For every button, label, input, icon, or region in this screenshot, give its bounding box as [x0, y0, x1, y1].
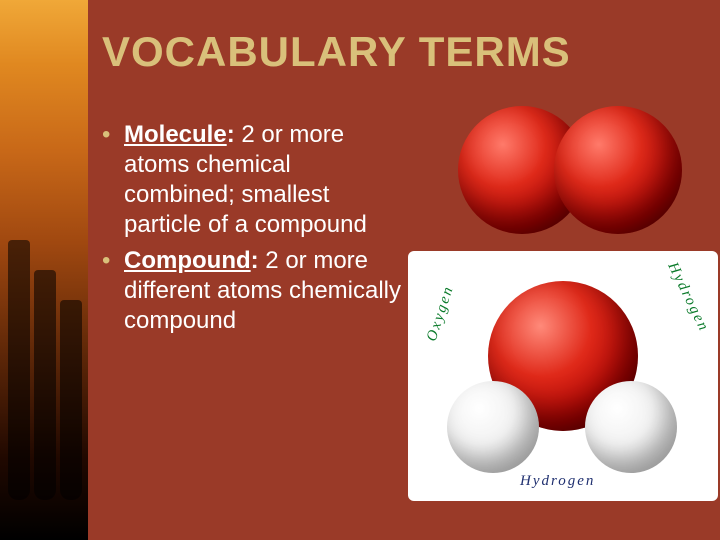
water-molecule-panel: Oxygen Hydrogen Hydrogen: [408, 251, 718, 501]
diatomic-molecule-diagram: [458, 96, 688, 246]
main-area: VOCABULARY TERMS Molecule: 2 or more ato…: [88, 0, 720, 540]
hydrogen-atom-sphere: [447, 381, 539, 473]
term-label: Molecule: [124, 121, 227, 148]
hydrogen-label: Hydrogen: [520, 473, 595, 490]
bullet-item: Compound: 2 or more different atoms chem…: [102, 246, 402, 336]
water-molecule-diagram: [453, 271, 673, 481]
page-title: VOCABULARY TERMS: [102, 28, 571, 76]
test-tube-silhouette: [60, 300, 82, 500]
oxygen-atom-sphere: [554, 106, 682, 234]
term-colon: :: [227, 121, 235, 148]
slide: VOCABULARY TERMS Molecule: 2 or more ato…: [0, 0, 720, 540]
graphics-area: Oxygen Hydrogen Hydrogen: [408, 96, 718, 516]
term-label: Compound: [124, 247, 251, 274]
hydrogen-atom-sphere: [585, 381, 677, 473]
test-tube-silhouette: [34, 270, 56, 500]
term-colon: :: [251, 247, 259, 274]
bullet-list: Molecule: 2 or more atoms chemical combi…: [102, 120, 402, 342]
bullet-item: Molecule: 2 or more atoms chemical combi…: [102, 120, 402, 240]
left-decorative-strip: [0, 0, 88, 540]
test-tube-silhouette: [8, 240, 30, 500]
